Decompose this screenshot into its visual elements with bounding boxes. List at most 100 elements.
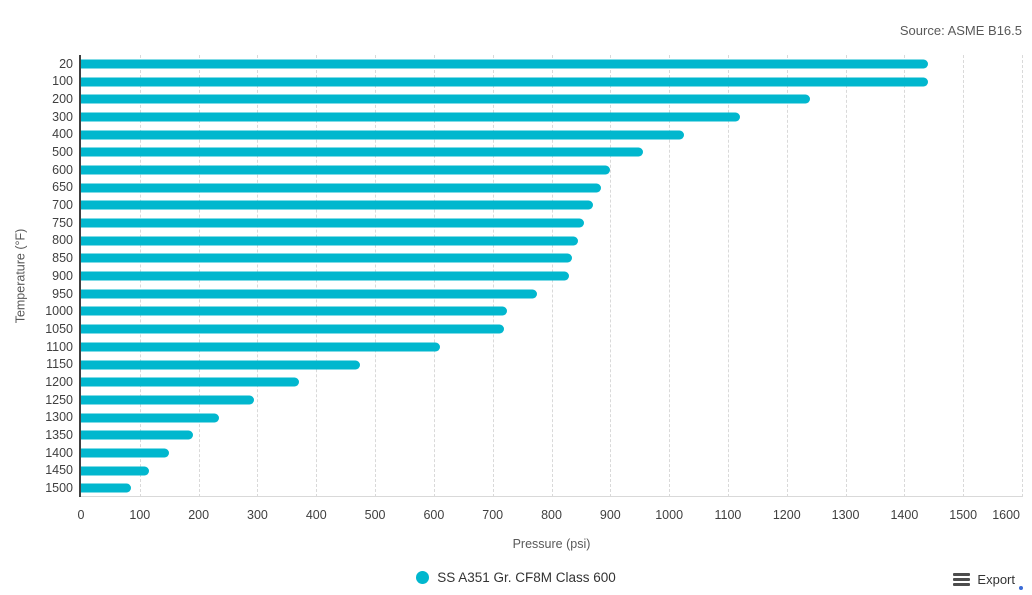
bar-600F[interactable] [81, 165, 611, 175]
y-tick-1250: 1250 [45, 392, 73, 407]
export-menu-icon [953, 572, 971, 586]
bar-1300F[interactable] [81, 413, 220, 423]
x-tick-200: 200 [188, 508, 210, 522]
x-tick-1500: 1500 [949, 508, 978, 522]
bar-row-100 [81, 73, 1022, 91]
bar-row-200 [81, 90, 1022, 108]
y-tick-1450: 1450 [45, 463, 73, 478]
bar-row-1350 [81, 426, 1022, 444]
bar-200F[interactable] [81, 94, 811, 104]
y-tick-850: 850 [52, 251, 73, 266]
gridline-1300 [845, 55, 847, 497]
bar-row-1250 [81, 391, 1022, 409]
x-tick-700: 700 [482, 508, 504, 522]
bar-20F[interactable] [81, 59, 928, 69]
bar-rows [81, 55, 1022, 497]
source-note: Source: ASME B16.5 [899, 23, 1022, 38]
bar-row-700 [81, 197, 1022, 215]
y-tick-700: 700 [52, 198, 73, 213]
x-axis-title: Pressure (psi) [512, 537, 591, 551]
y-tick-200: 200 [52, 91, 73, 106]
gridline-900 [610, 55, 612, 497]
y-tick-1300: 1300 [45, 410, 73, 425]
bar-1450F[interactable] [81, 466, 149, 476]
bar-row-1150 [81, 356, 1022, 374]
bar-row-500 [81, 143, 1022, 161]
bar-row-1050 [81, 320, 1022, 338]
x-tick-100: 100 [129, 508, 151, 522]
x-tick-0: 0 [77, 508, 85, 522]
bar-900F[interactable] [81, 271, 570, 281]
y-axis-line [79, 55, 81, 497]
bar-800F[interactable] [81, 236, 578, 246]
bar-1050F[interactable] [81, 324, 505, 334]
bar-750F[interactable] [81, 218, 584, 228]
y-tick-1000: 1000 [45, 304, 73, 319]
bar-300F[interactable] [81, 112, 740, 122]
bar-1000F[interactable] [81, 306, 508, 316]
bar-row-900 [81, 267, 1022, 285]
x-tick-600: 600 [423, 508, 445, 522]
bar-100F[interactable] [81, 77, 928, 87]
y-tick-1200: 1200 [45, 374, 73, 389]
bar-950F[interactable] [81, 289, 537, 299]
gridline-1200 [786, 55, 788, 497]
y-tick-500: 500 [52, 145, 73, 160]
bar-1100F[interactable] [81, 342, 440, 352]
x-tick-1000: 1000 [655, 508, 684, 522]
y-tick-950: 950 [52, 286, 73, 301]
y-tick-300: 300 [52, 109, 73, 124]
bar-row-800 [81, 232, 1022, 250]
x-tick-1200: 1200 [772, 508, 801, 522]
x-axis-line [81, 496, 1022, 497]
bar-1400F[interactable] [81, 448, 170, 458]
bar-row-1500 [81, 480, 1022, 498]
x-tick-1600: 1600 [992, 508, 1020, 522]
bar-row-400 [81, 126, 1022, 144]
y-axis-tick-labels: 20 100 200 300 400 500 600 650 700 750 800 850 900 95… [0, 55, 73, 497]
y-tick-800: 800 [52, 233, 73, 248]
gridline-1600 [1022, 55, 1023, 497]
bar-row-1100 [81, 338, 1022, 356]
bar-row-1200 [81, 373, 1022, 391]
bar-1250F[interactable] [81, 395, 255, 405]
x-tick-800: 800 [541, 508, 562, 522]
bar-row-1400 [81, 444, 1022, 462]
y-tick-900: 900 [52, 268, 73, 283]
y-tick-1350: 1350 [45, 428, 73, 443]
bar-1500F[interactable] [81, 483, 131, 493]
gridline-1100 [727, 55, 729, 497]
export-label: Export [977, 571, 1015, 587]
bar-row-20 [81, 55, 1022, 73]
gridline-1400 [904, 55, 906, 497]
legend-label: SS A351 Gr. CF8M Class 600 [437, 570, 616, 585]
bar-row-600 [81, 161, 1022, 179]
bar-700F[interactable] [81, 200, 593, 210]
legend-item[interactable]: SS A351 Gr. CF8M Class 600 [0, 570, 1032, 585]
bar-650F[interactable] [81, 183, 602, 193]
y-tick-600: 600 [52, 162, 73, 177]
y-tick-1150: 1150 [46, 357, 73, 372]
y-tick-1500: 1500 [45, 481, 73, 496]
bar-row-1000 [81, 303, 1022, 321]
bar-row-950 [81, 285, 1022, 303]
bar-400F[interactable] [81, 130, 684, 140]
x-axis-tick-labels: 0 100 200 300 400 500 600 700 800 900 1000 1100 1200… [77, 508, 1022, 524]
bar-850F[interactable] [81, 253, 573, 263]
bar-1150F[interactable] [81, 360, 361, 370]
x-tick-300: 300 [247, 508, 268, 522]
bar-500F[interactable] [81, 147, 643, 157]
y-tick-1050: 1050 [45, 321, 73, 336]
x-tick-500: 500 [364, 508, 386, 522]
x-tick-1400: 1400 [890, 508, 919, 522]
export-button[interactable]: Export [953, 569, 1015, 589]
plot-area [79, 55, 1023, 497]
bar-row-850 [81, 250, 1022, 268]
bar-1350F[interactable] [81, 430, 193, 440]
bar-1200F[interactable] [81, 377, 299, 387]
y-tick-650: 650 [52, 180, 73, 195]
gridline-1500 [963, 55, 965, 497]
bar-row-300 [81, 108, 1022, 126]
bar-row-1300 [81, 409, 1022, 427]
